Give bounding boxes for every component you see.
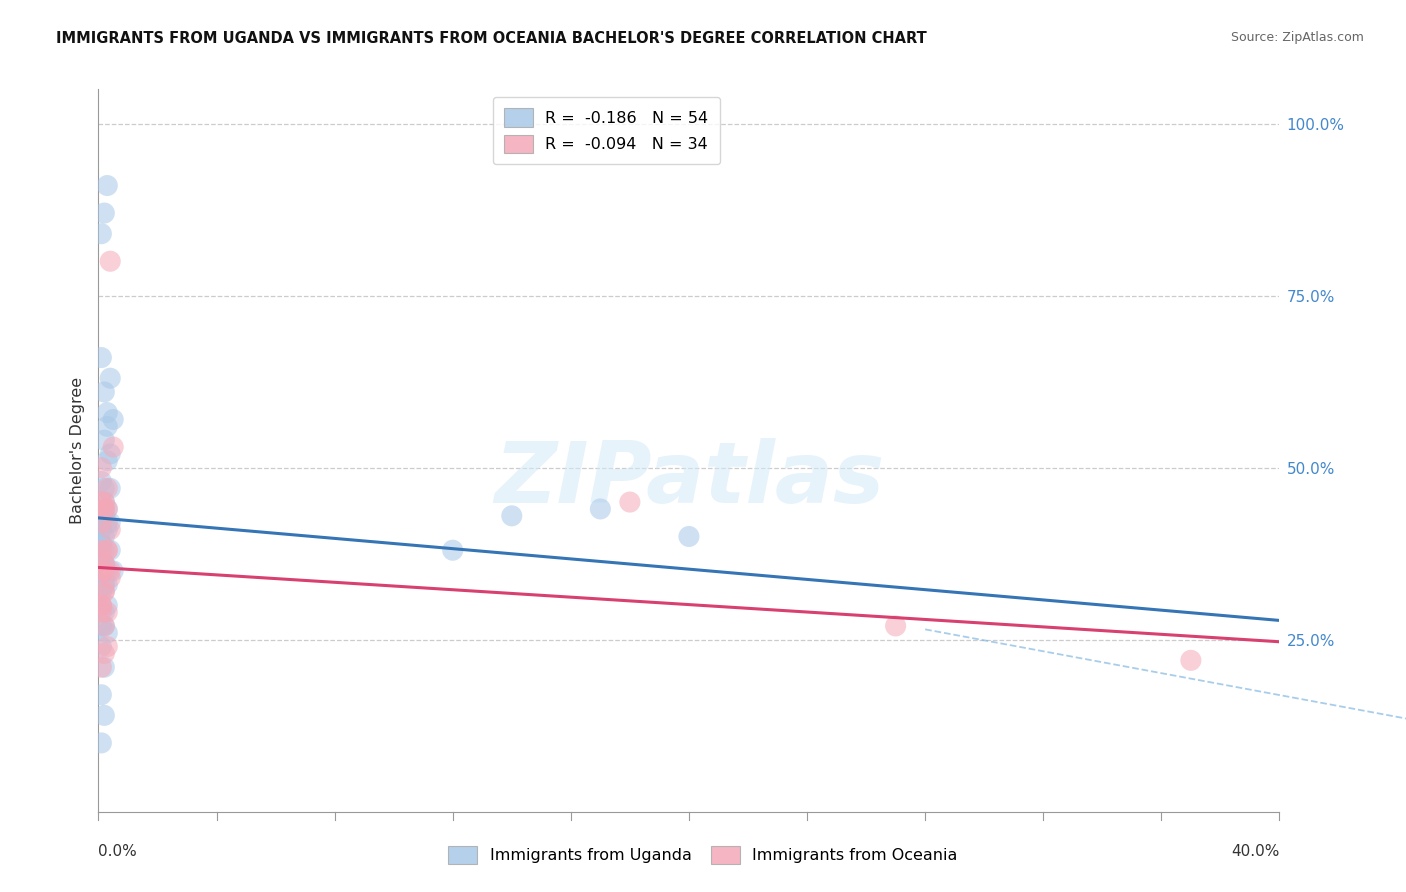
Point — [90, 736, 112, 750]
Point — [98, 254, 121, 268]
Point — [90, 351, 112, 365]
Text: 40.0%: 40.0% — [1232, 844, 1279, 859]
Y-axis label: Bachelor's Degree: Bachelor's Degree — [69, 377, 84, 524]
Text: IMMIGRANTS FROM UGANDA VS IMMIGRANTS FROM OCEANIA BACHELOR'S DEGREE CORRELATION : IMMIGRANTS FROM UGANDA VS IMMIGRANTS FRO… — [56, 31, 927, 46]
Point — [96, 502, 118, 516]
Point — [90, 619, 112, 633]
Point — [90, 543, 112, 558]
Point — [96, 543, 118, 558]
Point — [90, 688, 112, 702]
Point — [93, 502, 115, 516]
Point — [90, 516, 112, 530]
Point — [589, 502, 612, 516]
Point — [98, 481, 121, 495]
Point — [96, 523, 118, 537]
Point — [93, 508, 115, 523]
Point — [103, 564, 125, 578]
Point — [96, 502, 118, 516]
Point — [90, 495, 112, 509]
Point — [90, 564, 112, 578]
Point — [93, 564, 115, 578]
Point — [90, 599, 112, 613]
Point — [884, 619, 907, 633]
Point — [90, 523, 112, 537]
Point — [90, 605, 112, 619]
Point — [93, 433, 115, 447]
Point — [90, 460, 112, 475]
Point — [93, 495, 115, 509]
Legend: R =  -0.186   N = 54, R =  -0.094   N = 34: R = -0.186 N = 54, R = -0.094 N = 34 — [492, 97, 720, 164]
Point — [96, 599, 118, 613]
Point — [93, 495, 115, 509]
Point — [96, 406, 118, 420]
Text: ZIPatlas: ZIPatlas — [494, 438, 884, 521]
Point — [90, 599, 112, 613]
Legend: Immigrants from Uganda, Immigrants from Oceania: Immigrants from Uganda, Immigrants from … — [441, 839, 965, 871]
Point — [98, 523, 121, 537]
Point — [90, 660, 112, 674]
Point — [98, 516, 121, 530]
Point — [90, 536, 112, 550]
Point — [98, 371, 121, 385]
Point — [93, 557, 115, 571]
Text: Source: ZipAtlas.com: Source: ZipAtlas.com — [1230, 31, 1364, 45]
Point — [96, 564, 118, 578]
Point — [90, 227, 112, 241]
Point — [93, 584, 115, 599]
Point — [619, 495, 641, 509]
Point — [98, 571, 121, 585]
Point — [96, 178, 118, 193]
Point — [98, 447, 121, 461]
Point — [96, 625, 118, 640]
Point — [93, 543, 115, 558]
Point — [93, 502, 115, 516]
Point — [93, 619, 115, 633]
Point — [93, 619, 115, 633]
Point — [90, 508, 112, 523]
Point — [96, 516, 118, 530]
Point — [90, 640, 112, 654]
Point — [93, 502, 115, 516]
Point — [93, 577, 115, 591]
Point — [93, 384, 115, 399]
Point — [96, 481, 118, 495]
Point — [103, 440, 125, 454]
Point — [98, 543, 121, 558]
Point — [501, 508, 523, 523]
Point — [103, 412, 125, 426]
Point — [93, 708, 115, 723]
Point — [96, 543, 118, 558]
Point — [90, 543, 112, 558]
Point — [93, 481, 115, 495]
Point — [1180, 653, 1202, 667]
Point — [90, 557, 112, 571]
Point — [93, 660, 115, 674]
Point — [96, 605, 118, 619]
Point — [90, 564, 112, 578]
Point — [93, 206, 115, 220]
Point — [90, 584, 112, 599]
Point — [96, 419, 118, 434]
Point — [96, 454, 118, 468]
Point — [93, 557, 115, 571]
Point — [93, 557, 115, 571]
Text: 0.0%: 0.0% — [98, 844, 138, 859]
Point — [93, 647, 115, 661]
Point — [93, 577, 115, 591]
Point — [96, 577, 118, 591]
Point — [93, 529, 115, 543]
Point — [90, 599, 112, 613]
Point — [678, 529, 700, 543]
Point — [441, 543, 464, 558]
Point — [90, 475, 112, 489]
Point — [98, 564, 121, 578]
Point — [93, 584, 115, 599]
Point — [90, 536, 112, 550]
Point — [93, 605, 115, 619]
Point — [96, 640, 118, 654]
